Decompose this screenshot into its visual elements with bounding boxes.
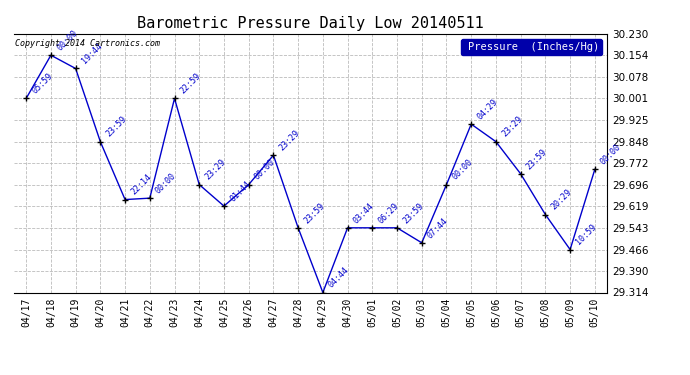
Text: 04:44: 04:44 <box>327 266 351 290</box>
Text: 23:29: 23:29 <box>277 128 302 153</box>
Text: 23:59: 23:59 <box>302 201 326 225</box>
Text: 05:59: 05:59 <box>30 72 55 96</box>
Text: 23:59: 23:59 <box>104 115 128 139</box>
Text: 10:59: 10:59 <box>574 223 598 247</box>
Text: 20:29: 20:29 <box>549 188 573 212</box>
Text: 07:44: 07:44 <box>426 216 450 240</box>
Text: 19:44: 19:44 <box>80 42 104 66</box>
Text: 23:29: 23:29 <box>500 115 524 139</box>
Text: 00:00: 00:00 <box>599 142 623 166</box>
Text: 00:00: 00:00 <box>55 28 79 53</box>
Text: 01:44: 01:44 <box>228 179 252 203</box>
Text: 00:00: 00:00 <box>451 158 475 182</box>
Text: 23:29: 23:29 <box>204 158 228 182</box>
Text: 00:00: 00:00 <box>253 158 277 182</box>
Legend: Pressure  (Inches/Hg): Pressure (Inches/Hg) <box>462 39 602 55</box>
Text: 00:00: 00:00 <box>154 171 178 195</box>
Text: 04:29: 04:29 <box>475 98 500 122</box>
Text: Copyright 2014 Cartronics.com: Copyright 2014 Cartronics.com <box>15 39 160 48</box>
Text: 23:59: 23:59 <box>525 147 549 171</box>
Text: 03:44: 03:44 <box>352 201 376 225</box>
Text: 06:29: 06:29 <box>377 201 400 225</box>
Text: 23:59: 23:59 <box>401 201 425 225</box>
Text: 22:59: 22:59 <box>179 72 203 96</box>
Title: Barometric Pressure Daily Low 20140511: Barometric Pressure Daily Low 20140511 <box>137 16 484 31</box>
Text: 22:14: 22:14 <box>129 173 153 197</box>
